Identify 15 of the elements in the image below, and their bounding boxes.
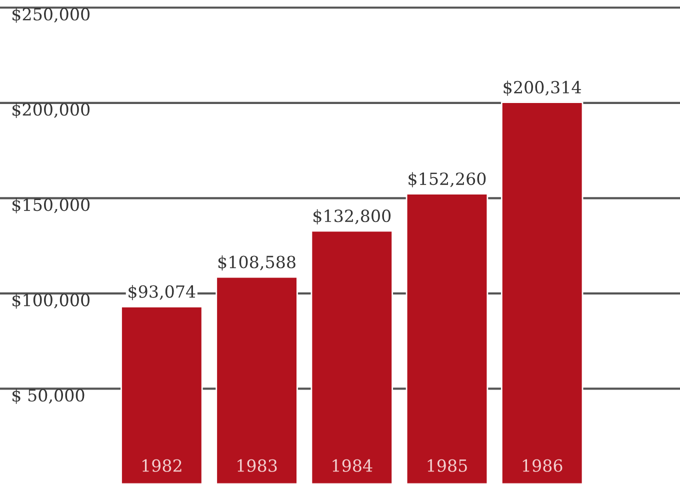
data-label: $152,260 (408, 172, 486, 188)
x-tick-label: 1983 (238, 459, 277, 472)
data-label: $132,800 (314, 209, 391, 224)
data-label: $93,074 (128, 284, 196, 300)
data-label: $108,588 (218, 255, 296, 271)
x-tick-label: 1986 (522, 459, 562, 472)
y-tick-label: $200,000 (12, 102, 90, 118)
y-tick-label: $ 50,000 (12, 388, 84, 404)
y-tick-label: $250,000 (12, 8, 90, 23)
x-tick-label: 1984 (332, 459, 372, 472)
x-tick-label: 1985 (428, 459, 467, 472)
data-label: $200,314 (504, 80, 582, 96)
y-tick-label: $100,000 (12, 293, 90, 309)
y-tick-label: $150,000 (12, 198, 90, 214)
x-tick-label: 1982 (142, 459, 182, 472)
